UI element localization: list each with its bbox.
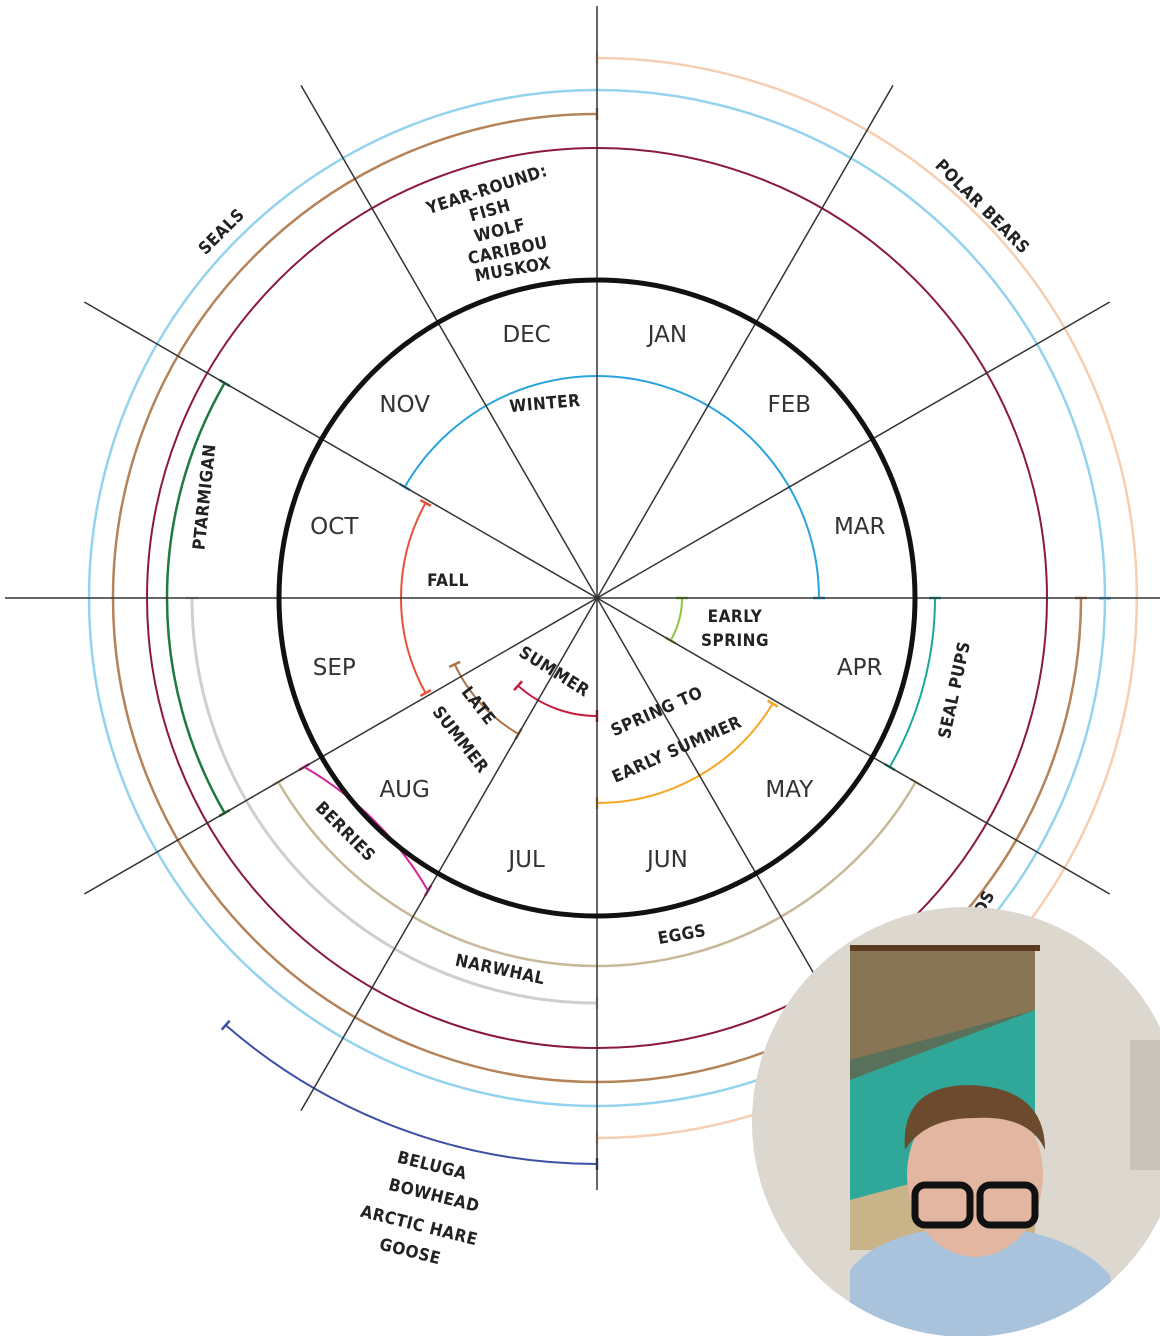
- season-arc: [669, 597, 683, 641]
- month-label: OCT: [310, 514, 359, 540]
- label-line: SEAL PUPS: [935, 640, 975, 741]
- month-label: AUG: [379, 777, 429, 803]
- month-divider: [83, 301, 1111, 895]
- season-arc: [596, 703, 774, 804]
- season-arc: [888, 597, 936, 768]
- month-ring: [276, 277, 918, 919]
- month-label: APR: [837, 655, 883, 681]
- label-line: SPRING: [701, 631, 769, 651]
- arc-end: [419, 498, 432, 507]
- season-arc: [453, 663, 520, 735]
- month-label: SEP: [313, 655, 356, 681]
- label-line: SEALS: [195, 205, 249, 259]
- month-label: MAR: [834, 514, 886, 540]
- label-line: NARWHAL: [453, 951, 546, 990]
- month-label: DEC: [502, 322, 550, 348]
- label-line: POLAR BEARS: [931, 156, 1034, 259]
- arc-end: [419, 689, 432, 698]
- month-label: FEB: [768, 392, 812, 418]
- season-arc: [403, 375, 820, 599]
- arc-end: [448, 660, 461, 669]
- month-label: JUL: [506, 847, 545, 873]
- label-line: WINTER: [509, 391, 582, 417]
- label-line: LATE: [457, 683, 499, 729]
- arc-end: [513, 680, 523, 691]
- month-label: MAY: [765, 777, 814, 803]
- season-arc: [225, 1024, 598, 1165]
- label-line: EARLY: [708, 607, 763, 627]
- month-label: NOV: [379, 392, 430, 418]
- arc-end: [766, 699, 779, 708]
- season-arc: [517, 684, 598, 717]
- label-line: BERRIES: [311, 798, 379, 866]
- month-label: JUN: [645, 847, 688, 873]
- arc-end: [220, 1019, 231, 1031]
- season-arc: [303, 766, 429, 892]
- label-line: EGGS: [656, 921, 707, 949]
- label-line: FALL: [427, 571, 469, 591]
- label-line: PTARMIGAN: [189, 443, 220, 551]
- season-arc: [190, 597, 598, 1005]
- arcs: [5, 6, 1160, 1190]
- webcam-overlay: [752, 907, 1160, 1336]
- month-label: JAN: [646, 322, 687, 348]
- label-line: GOOSE: [377, 1235, 442, 1270]
